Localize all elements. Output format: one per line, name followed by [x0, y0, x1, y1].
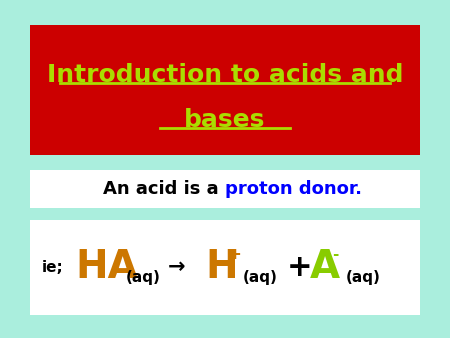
Text: (aq): (aq): [243, 270, 278, 285]
Bar: [30, 220, 420, 315]
Bar: [30, 25, 420, 155]
Text: HA: HA: [75, 248, 138, 287]
Text: ie;: ie;: [42, 260, 64, 275]
Text: (aq): (aq): [346, 270, 381, 285]
Text: A: A: [310, 248, 340, 287]
Text: +: +: [287, 253, 313, 282]
Text: H: H: [205, 248, 238, 287]
Text: bases: bases: [184, 108, 266, 132]
Text: →: →: [168, 258, 185, 277]
Text: proton donor.: proton donor.: [225, 180, 362, 198]
Text: +: +: [228, 247, 241, 262]
Bar: [30, 170, 420, 208]
Text: An acid is a: An acid is a: [103, 180, 225, 198]
Text: (aq): (aq): [126, 270, 161, 285]
Text: Introduction to acids and: Introduction to acids and: [47, 63, 403, 87]
Text: -: -: [332, 247, 338, 262]
